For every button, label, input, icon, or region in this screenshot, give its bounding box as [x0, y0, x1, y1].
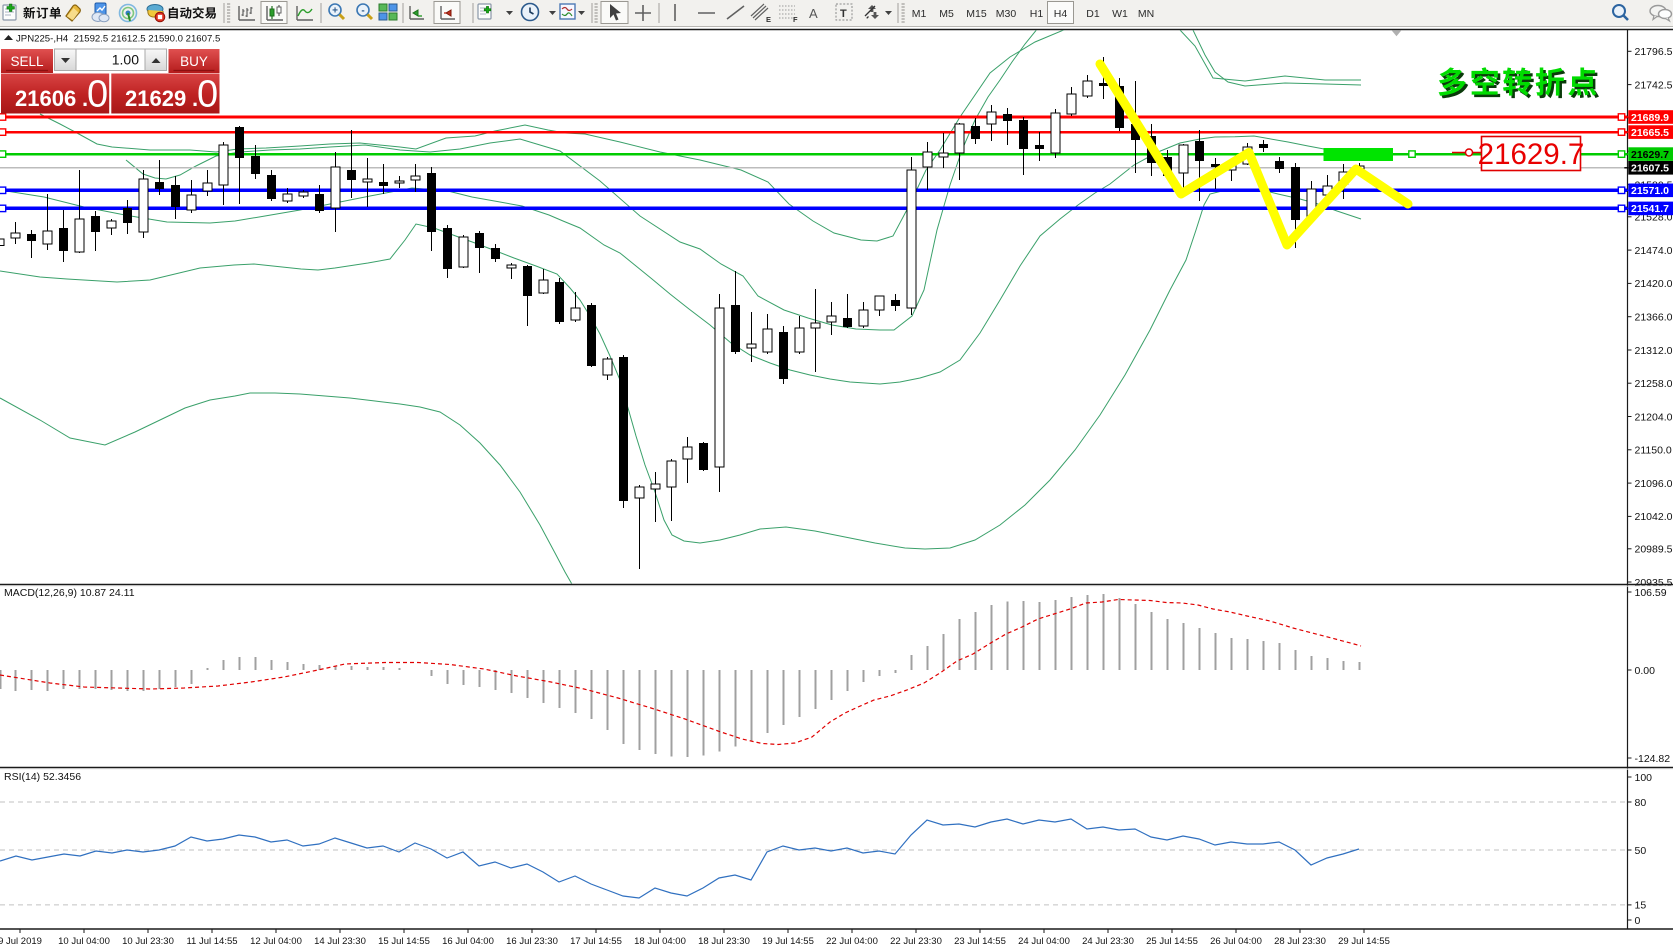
svg-text:14 Jul 23:30: 14 Jul 23:30 [314, 936, 366, 947]
svg-text:JPN225-,H4 21592.5 21612.5 21: JPN225-,H4 21592.5 21612.5 21590.0 21607… [16, 34, 220, 45]
svg-text:80: 80 [1635, 797, 1647, 809]
svg-text:21420.0: 21420.0 [1635, 278, 1673, 290]
svg-text:15: 15 [1635, 900, 1647, 912]
svg-text:25 Jul 14:55: 25 Jul 14:55 [1146, 936, 1198, 947]
svg-text:E: E [766, 15, 771, 24]
svg-text:.: . [82, 86, 88, 111]
svg-text:11 Jul 14:55: 11 Jul 14:55 [186, 936, 237, 947]
svg-text:106.59: 106.59 [1635, 587, 1667, 599]
svg-text:28 Jul 23:30: 28 Jul 23:30 [1274, 936, 1326, 947]
svg-text:.: . [192, 86, 198, 111]
svg-text:SELL: SELL [10, 54, 44, 69]
svg-text:10 Jul 23:30: 10 Jul 23:30 [122, 936, 174, 947]
svg-text:21096.0: 21096.0 [1635, 478, 1673, 490]
svg-text:21742.5: 21742.5 [1635, 79, 1673, 91]
svg-text:-: - [361, 6, 364, 17]
svg-text:19 Jul 14:55: 19 Jul 14:55 [762, 936, 814, 947]
svg-text:F: F [793, 15, 798, 24]
svg-text:17 Jul 14:55: 17 Jul 14:55 [570, 936, 622, 947]
svg-text:21689.9: 21689.9 [1631, 112, 1669, 124]
svg-text:29 Jul 14:55: 29 Jul 14:55 [1338, 936, 1390, 947]
svg-text:RSI(14) 52.3456: RSI(14) 52.3456 [4, 771, 81, 783]
svg-text:21474.0: 21474.0 [1635, 245, 1673, 257]
svg-text:21607.5: 21607.5 [1631, 163, 1669, 175]
svg-text:MN: MN [1138, 8, 1154, 20]
svg-text:16 Jul 04:00: 16 Jul 04:00 [442, 936, 494, 947]
svg-text:BUY: BUY [180, 54, 208, 69]
svg-text:24 Jul 04:00: 24 Jul 04:00 [1018, 936, 1070, 947]
svg-text:21042.0: 21042.0 [1635, 511, 1673, 523]
svg-text:12 Jul 04:00: 12 Jul 04:00 [250, 936, 302, 947]
svg-text:26 Jul 04:00: 26 Jul 04:00 [1210, 936, 1262, 947]
svg-text:21204.0: 21204.0 [1635, 411, 1673, 423]
svg-text:21796.5: 21796.5 [1635, 46, 1673, 58]
svg-text:23 Jul 14:55: 23 Jul 14:55 [954, 936, 1006, 947]
svg-text:D1: D1 [1086, 8, 1100, 20]
svg-text:0.00: 0.00 [1635, 665, 1656, 677]
svg-text:21571.0: 21571.0 [1631, 185, 1669, 197]
svg-text:10 Jul 04:00: 10 Jul 04:00 [58, 936, 110, 947]
svg-text:100: 100 [1635, 772, 1653, 784]
svg-text:21312.0: 21312.0 [1635, 345, 1673, 357]
svg-text:22 Jul 23:30: 22 Jul 23:30 [890, 936, 942, 947]
svg-text:18 Jul 23:30: 18 Jul 23:30 [698, 936, 750, 947]
svg-text:21629.7: 21629.7 [1478, 138, 1585, 171]
svg-text:W1: W1 [1112, 8, 1128, 20]
svg-text:A: A [809, 6, 818, 21]
svg-text:0: 0 [197, 74, 218, 116]
svg-text:21541.7: 21541.7 [1631, 203, 1669, 215]
svg-text:21606: 21606 [15, 86, 76, 111]
svg-text:16 Jul 23:30: 16 Jul 23:30 [506, 936, 558, 947]
svg-text:15 Jul 14:55: 15 Jul 14:55 [378, 936, 430, 947]
svg-text:22 Jul 04:00: 22 Jul 04:00 [826, 936, 878, 947]
svg-text:1.00: 1.00 [112, 52, 139, 68]
svg-text:21629: 21629 [125, 86, 186, 111]
svg-text:50: 50 [1635, 845, 1647, 857]
svg-text:21665.5: 21665.5 [1631, 127, 1669, 139]
svg-text:9 Jul 2019: 9 Jul 2019 [0, 936, 42, 947]
svg-text:0: 0 [1635, 915, 1641, 927]
svg-text:-124.82: -124.82 [1635, 753, 1671, 765]
svg-text:21150.0: 21150.0 [1635, 445, 1672, 457]
svg-text:21366.0: 21366.0 [1635, 312, 1673, 324]
svg-text:18 Jul 04:00: 18 Jul 04:00 [634, 936, 686, 947]
svg-text:20989.5: 20989.5 [1635, 544, 1673, 556]
svg-text:24 Jul 23:30: 24 Jul 23:30 [1082, 936, 1134, 947]
svg-text:M1: M1 [912, 8, 927, 20]
svg-text:M5: M5 [939, 8, 954, 20]
svg-text:H1: H1 [1030, 8, 1044, 20]
svg-text:21629.7: 21629.7 [1631, 149, 1669, 161]
svg-text:T: T [840, 8, 847, 20]
svg-text:H4: H4 [1054, 8, 1068, 20]
svg-text:+: + [332, 6, 338, 17]
svg-text:21258.0: 21258.0 [1635, 378, 1673, 390]
svg-text:MACD(12,26,9) 10.87 24.11: MACD(12,26,9) 10.87 24.11 [4, 587, 135, 599]
svg-text:0: 0 [87, 74, 108, 116]
svg-text:M30: M30 [996, 8, 1017, 20]
svg-text:M15: M15 [966, 8, 987, 20]
